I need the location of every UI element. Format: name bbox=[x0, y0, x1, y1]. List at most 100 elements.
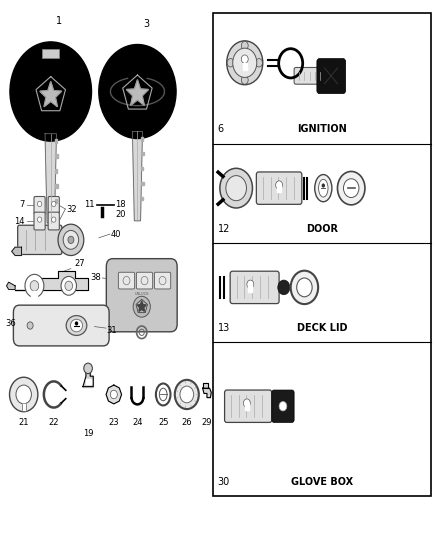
Circle shape bbox=[276, 181, 283, 189]
Text: 19: 19 bbox=[83, 430, 93, 439]
FancyBboxPatch shape bbox=[118, 272, 134, 289]
Text: 22: 22 bbox=[49, 418, 59, 427]
Polygon shape bbox=[132, 132, 142, 221]
Ellipse shape bbox=[71, 319, 82, 332]
FancyBboxPatch shape bbox=[14, 305, 109, 346]
Bar bbox=[212, 13, 431, 496]
FancyBboxPatch shape bbox=[225, 390, 272, 423]
Circle shape bbox=[84, 363, 92, 374]
Circle shape bbox=[16, 385, 32, 404]
Circle shape bbox=[52, 217, 56, 222]
Text: 24: 24 bbox=[132, 418, 143, 427]
Ellipse shape bbox=[318, 179, 328, 197]
Polygon shape bbox=[55, 199, 57, 203]
Polygon shape bbox=[203, 383, 208, 388]
Circle shape bbox=[61, 277, 77, 295]
FancyBboxPatch shape bbox=[317, 59, 346, 94]
FancyBboxPatch shape bbox=[48, 197, 59, 214]
Polygon shape bbox=[60, 236, 63, 244]
Circle shape bbox=[110, 390, 117, 399]
Text: DECK LID: DECK LID bbox=[297, 323, 347, 333]
Polygon shape bbox=[141, 182, 144, 185]
Circle shape bbox=[321, 183, 325, 188]
Text: 38: 38 bbox=[90, 273, 101, 282]
Polygon shape bbox=[32, 291, 37, 298]
FancyBboxPatch shape bbox=[34, 197, 45, 214]
FancyBboxPatch shape bbox=[136, 272, 153, 289]
Circle shape bbox=[244, 399, 251, 407]
Text: 26: 26 bbox=[181, 418, 192, 427]
Text: 3: 3 bbox=[143, 19, 149, 29]
Ellipse shape bbox=[315, 175, 332, 201]
Circle shape bbox=[65, 281, 73, 290]
Circle shape bbox=[241, 42, 248, 50]
Text: 25: 25 bbox=[158, 418, 169, 427]
Text: 30: 30 bbox=[218, 477, 230, 487]
Circle shape bbox=[255, 59, 262, 67]
Polygon shape bbox=[55, 169, 57, 173]
Circle shape bbox=[227, 59, 234, 67]
FancyBboxPatch shape bbox=[155, 272, 171, 289]
Circle shape bbox=[27, 322, 33, 329]
Text: 6: 6 bbox=[218, 124, 224, 134]
Polygon shape bbox=[55, 154, 58, 158]
Circle shape bbox=[10, 42, 92, 141]
Ellipse shape bbox=[159, 388, 167, 401]
Polygon shape bbox=[277, 185, 281, 192]
Text: 21: 21 bbox=[18, 418, 29, 427]
Text: IGNITION: IGNITION bbox=[297, 124, 347, 134]
Polygon shape bbox=[106, 385, 122, 404]
Polygon shape bbox=[83, 368, 93, 386]
Circle shape bbox=[58, 224, 84, 255]
FancyBboxPatch shape bbox=[294, 68, 322, 84]
Circle shape bbox=[279, 401, 287, 411]
Polygon shape bbox=[245, 403, 249, 410]
Text: 18: 18 bbox=[115, 200, 126, 209]
Text: 14: 14 bbox=[14, 216, 25, 225]
Circle shape bbox=[75, 321, 78, 326]
Polygon shape bbox=[203, 388, 211, 398]
Circle shape bbox=[343, 179, 359, 198]
Circle shape bbox=[297, 278, 312, 297]
Text: DOOR: DOOR bbox=[306, 223, 338, 233]
Polygon shape bbox=[12, 247, 21, 255]
Polygon shape bbox=[85, 379, 91, 384]
Text: 12: 12 bbox=[218, 223, 230, 233]
Polygon shape bbox=[248, 284, 252, 292]
Circle shape bbox=[25, 274, 44, 297]
Polygon shape bbox=[141, 138, 143, 141]
Circle shape bbox=[133, 296, 150, 317]
Polygon shape bbox=[137, 301, 146, 311]
Circle shape bbox=[175, 380, 199, 409]
Polygon shape bbox=[127, 80, 148, 106]
Text: GLOVE BOX: GLOVE BOX bbox=[291, 477, 353, 487]
Text: 1: 1 bbox=[56, 16, 62, 26]
Polygon shape bbox=[7, 282, 15, 289]
Text: 13: 13 bbox=[218, 323, 230, 333]
FancyBboxPatch shape bbox=[256, 172, 302, 204]
Circle shape bbox=[37, 217, 42, 222]
Circle shape bbox=[227, 41, 263, 85]
Text: 27: 27 bbox=[74, 259, 85, 268]
Polygon shape bbox=[55, 139, 57, 143]
Circle shape bbox=[63, 230, 79, 249]
FancyBboxPatch shape bbox=[230, 271, 279, 304]
Polygon shape bbox=[40, 82, 62, 107]
Circle shape bbox=[241, 76, 248, 84]
Text: 20: 20 bbox=[115, 210, 126, 219]
Circle shape bbox=[233, 48, 257, 77]
FancyBboxPatch shape bbox=[106, 259, 177, 332]
FancyBboxPatch shape bbox=[48, 212, 59, 230]
Circle shape bbox=[226, 175, 247, 201]
Text: 7: 7 bbox=[20, 200, 25, 209]
Bar bbox=[42, 49, 59, 58]
Polygon shape bbox=[15, 271, 88, 290]
Text: 31: 31 bbox=[106, 326, 117, 335]
FancyBboxPatch shape bbox=[34, 212, 45, 230]
Circle shape bbox=[180, 386, 194, 403]
Circle shape bbox=[278, 280, 290, 295]
Circle shape bbox=[30, 280, 39, 291]
Text: 40: 40 bbox=[111, 230, 121, 239]
Circle shape bbox=[337, 172, 365, 205]
Ellipse shape bbox=[66, 316, 87, 335]
